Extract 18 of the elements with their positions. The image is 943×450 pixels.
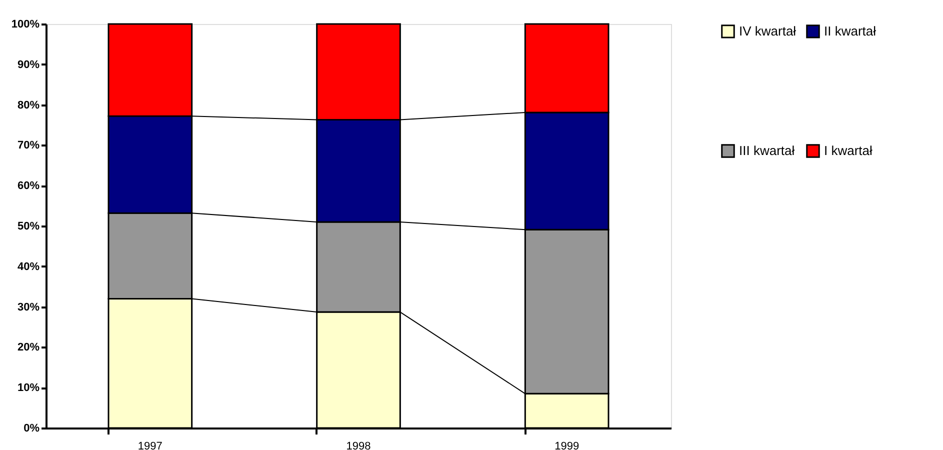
y-tick-label: 70% bbox=[17, 140, 40, 152]
y-tick-label: 100% bbox=[11, 18, 40, 30]
legend-label: IV kwartał bbox=[739, 23, 796, 38]
y-tick-label: 30% bbox=[17, 301, 40, 314]
x-tick-label: 1998 bbox=[346, 440, 371, 450]
y-tick-label: 20% bbox=[17, 342, 40, 354]
legend-label: II kwartał bbox=[824, 23, 876, 38]
x-tick-label: 1997 bbox=[138, 440, 162, 450]
y-tick-label: 80% bbox=[17, 99, 40, 112]
y-tick-label: 60% bbox=[17, 180, 40, 192]
legend-label: I kwartał bbox=[824, 143, 873, 158]
x-tick-label: 1999 bbox=[554, 440, 580, 450]
y-tick-label: 0% bbox=[24, 422, 40, 434]
y-tick-label: 50% bbox=[17, 220, 40, 232]
y-tick-label: 90% bbox=[17, 58, 40, 71]
y-tick-label: 10% bbox=[17, 382, 40, 394]
y-tick-label: 40% bbox=[17, 260, 40, 273]
legend-label: III kwartał bbox=[739, 143, 795, 158]
